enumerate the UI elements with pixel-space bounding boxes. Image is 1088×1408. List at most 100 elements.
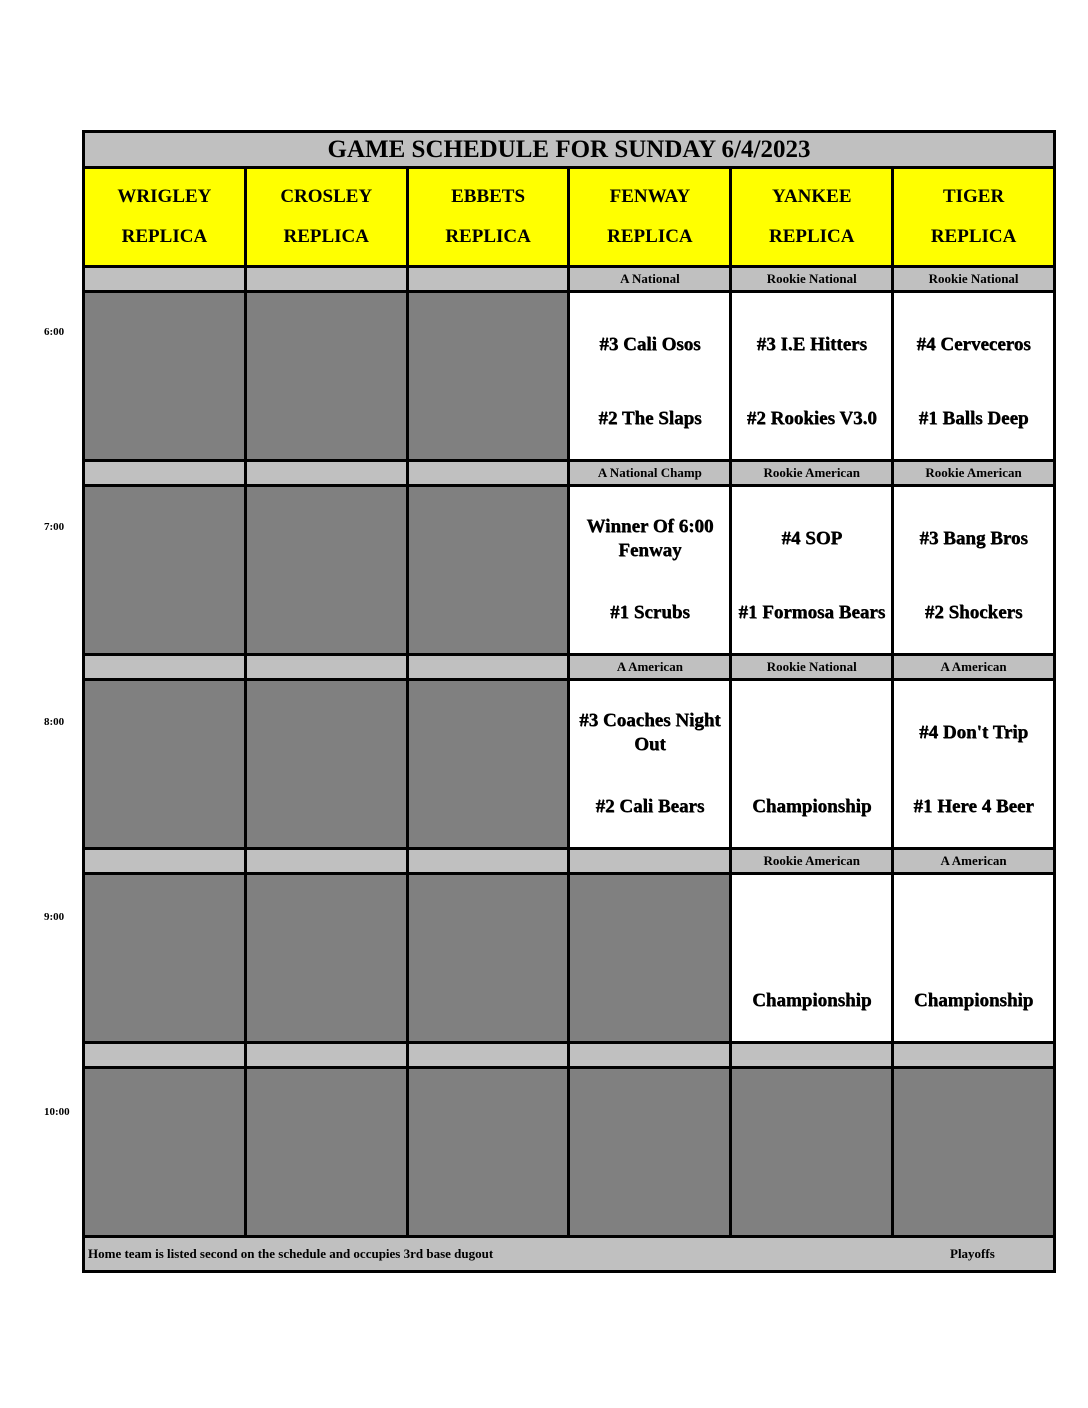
- time-label: 7:00: [44, 521, 65, 533]
- game-cell: [732, 1069, 892, 1235]
- division-label: [246, 850, 406, 872]
- home-team: #2 Cali Bears: [595, 796, 705, 817]
- away-team: #4 SOP: [781, 528, 843, 549]
- game-cell: #4 Don't Trip #1 Here 4 Beer: [894, 681, 1053, 847]
- away-team: #4 Cerveceros: [916, 334, 1031, 355]
- game-cell: Championship: [894, 875, 1053, 1041]
- home-team: Championship: [752, 990, 872, 1011]
- field-header: TIGER REPLICA: [894, 169, 1053, 265]
- division-label: [408, 462, 568, 484]
- division-label: [85, 656, 244, 678]
- division-label: [85, 462, 244, 484]
- division-label: [246, 462, 406, 484]
- field-name: TIGER: [942, 186, 1005, 207]
- time-label: 8:00: [44, 716, 65, 728]
- schedule-table: GAME SCHEDULE FOR SUNDAY 6/4/2023 WRIGLE…: [82, 130, 1056, 1273]
- home-team: #1 Here 4 Beer: [913, 796, 1034, 817]
- home-team: #2 Rookies V3.0: [746, 408, 877, 429]
- field-name: YANKEE: [771, 186, 852, 207]
- division-label: A National Champ: [570, 462, 730, 484]
- home-team: #1 Scrubs: [610, 602, 690, 623]
- game-cell: Championship: [732, 875, 892, 1041]
- game-cell: #4 Cerveceros #1 Balls Deep: [894, 293, 1053, 459]
- division-label: [570, 850, 730, 872]
- game-cell: Winner Of 6:00 Fenway #1 Scrubs: [570, 487, 730, 653]
- game-cell: [85, 875, 244, 1041]
- division-label: [246, 1044, 406, 1066]
- division-label: [246, 268, 406, 290]
- game-cell: [408, 1069, 568, 1235]
- home-team: #2 The Slaps: [598, 408, 702, 429]
- game-cell: [408, 487, 568, 653]
- home-team: #2 Shockers: [924, 602, 1023, 623]
- playoffs-label: Playoffs: [950, 1246, 995, 1261]
- division-label: [408, 656, 568, 678]
- footer-note: Home team is listed second on the schedu…: [88, 1246, 494, 1261]
- field-name: EBBETS: [451, 186, 526, 207]
- game-cell: [85, 1069, 244, 1235]
- division-label: [85, 268, 244, 290]
- division-label: [894, 1044, 1053, 1066]
- footer-row: Home team is listed second on the schedu…: [85, 1238, 1053, 1270]
- schedule-title: GAME SCHEDULE FOR SUNDAY 6/4/2023: [85, 133, 1053, 166]
- home-team: #1 Balls Deep: [918, 408, 1029, 429]
- game-cell: #3 Bang Bros #2 Shockers: [894, 487, 1053, 653]
- field-subtitle: REPLICA: [607, 226, 693, 247]
- game-cell: [408, 875, 568, 1041]
- game-cell: [85, 293, 244, 459]
- game-cell: [246, 875, 406, 1041]
- field-header: EBBETS REPLICA: [408, 169, 568, 265]
- division-label: [732, 1044, 892, 1066]
- division-label: A American: [894, 850, 1053, 872]
- game-cell: #3 Cali Osos #2 The Slaps: [570, 293, 730, 459]
- game-cell: [85, 487, 244, 653]
- game-cell: [246, 681, 406, 847]
- division-label: Rookie National: [894, 268, 1053, 290]
- away-team: #4 Don't Trip: [919, 722, 1029, 743]
- division-label: [246, 656, 406, 678]
- division-label: [85, 1044, 244, 1066]
- away-team: #3 Coaches Night Out: [579, 710, 721, 755]
- division-label: A American: [894, 656, 1053, 678]
- division-label: A National: [570, 268, 730, 290]
- game-cell: #4 SOP #1 Formosa Bears: [732, 487, 892, 653]
- field-subtitle: REPLICA: [930, 226, 1017, 247]
- division-label: [85, 850, 244, 872]
- game-cell: [246, 1069, 406, 1235]
- game-cell: #3 I.E Hitters #2 Rookies V3.0: [732, 293, 892, 459]
- away-team: Winner Of 6:00 Fenway: [586, 516, 714, 561]
- game-cell: [408, 681, 568, 847]
- time-label: 6:00: [44, 326, 65, 338]
- division-label: Rookie American: [894, 462, 1053, 484]
- field-header: YANKEE REPLICA: [732, 169, 892, 265]
- game-cell: #3 Coaches Night Out #2 Cali Bears: [570, 681, 730, 847]
- field-header: CROSLEY REPLICA: [246, 169, 406, 265]
- field-subtitle: REPLICA: [283, 226, 369, 247]
- field-subtitle: REPLICA: [768, 226, 855, 247]
- away-team: #3 Bang Bros: [919, 528, 1028, 549]
- division-label: [408, 850, 568, 872]
- field-header: FENWAY REPLICA: [570, 169, 730, 265]
- away-team: #3 Cali Osos: [599, 334, 701, 355]
- home-team: Championship: [913, 990, 1034, 1011]
- division-label: Rookie National: [732, 268, 892, 290]
- division-label: [408, 268, 568, 290]
- field-name: FENWAY: [609, 186, 691, 207]
- division-label: [570, 1044, 730, 1066]
- division-label: Rookie American: [732, 462, 892, 484]
- home-team: Championship: [752, 796, 872, 817]
- field-name: CROSLEY: [280, 186, 373, 207]
- game-cell: Championship: [732, 681, 892, 847]
- field-subtitle: REPLICA: [445, 226, 531, 247]
- home-team: #1 Formosa Bears: [738, 602, 886, 623]
- away-team: #3 I.E Hitters: [756, 334, 867, 355]
- division-label: Rookie American: [732, 850, 892, 872]
- division-label: Rookie National: [732, 656, 892, 678]
- time-label: 10:00: [44, 1106, 70, 1118]
- game-cell: [894, 1069, 1053, 1235]
- division-label: A American: [570, 656, 730, 678]
- field-subtitle: REPLICA: [121, 226, 208, 247]
- division-label: [408, 1044, 568, 1066]
- game-cell: [85, 681, 244, 847]
- game-cell: [246, 487, 406, 653]
